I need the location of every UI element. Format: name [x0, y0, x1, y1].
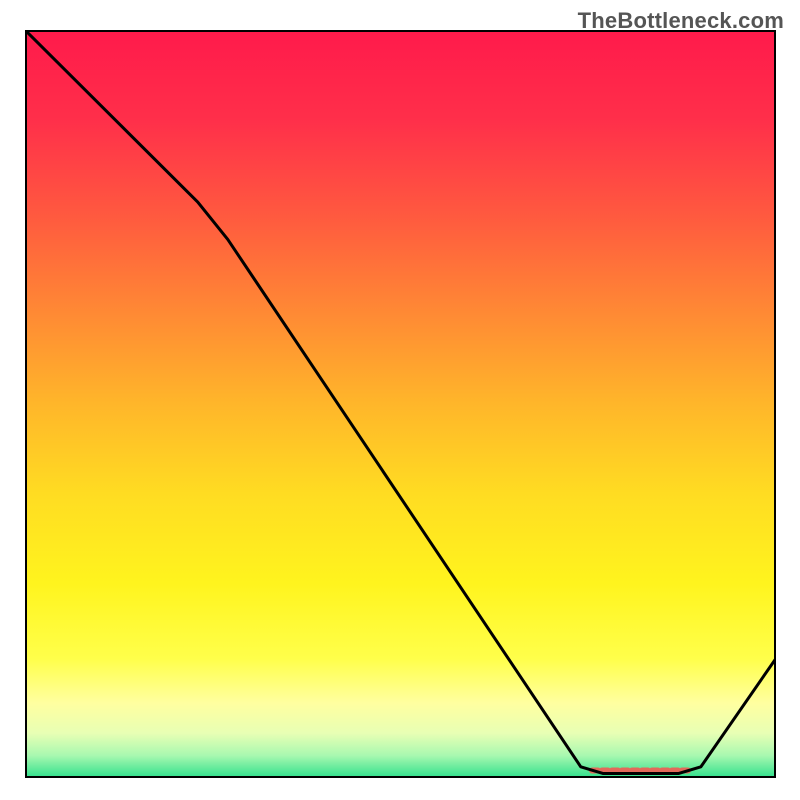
bottleneck-line-chart: [25, 30, 776, 778]
chart-canvas: TheBottleneck.com: [0, 0, 800, 800]
